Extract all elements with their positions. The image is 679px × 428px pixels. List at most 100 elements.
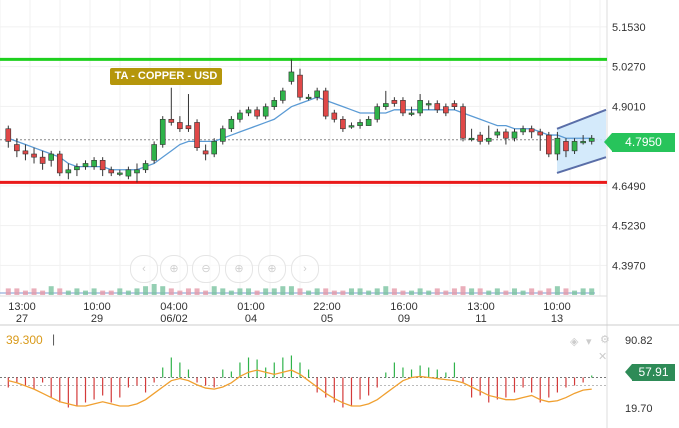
candle-body bbox=[168, 118, 175, 123]
price-tick-label: 4.5230 bbox=[612, 221, 646, 233]
candle-body bbox=[425, 103, 432, 106]
nav-next-button[interactable]: › bbox=[291, 255, 319, 283]
channel-lower-line bbox=[556, 156, 607, 174]
volume-bar bbox=[348, 288, 354, 295]
settings-icon[interactable]: ⚙ bbox=[600, 334, 610, 346]
close-icon[interactable]: ✕ bbox=[598, 351, 608, 363]
time-axis: 13:002710:002904:0006/0201:000422:000516… bbox=[8, 301, 571, 325]
candle-body bbox=[142, 163, 149, 171]
candle-body bbox=[460, 106, 466, 139]
nav-zoom-button-2[interactable]: ⊕ bbox=[225, 255, 253, 283]
volume-bar bbox=[168, 288, 174, 295]
volume-bar bbox=[14, 288, 20, 295]
volume-bar bbox=[297, 288, 303, 295]
volume-bar bbox=[65, 290, 71, 295]
instrument-badge: TA - COPPER - USD bbox=[110, 68, 222, 85]
date-tick-label: 04 bbox=[245, 313, 257, 325]
candles bbox=[5, 59, 595, 183]
candle-body bbox=[588, 137, 595, 142]
candle-body bbox=[99, 160, 106, 171]
volume-bar bbox=[314, 288, 320, 295]
moving-average-line bbox=[8, 96, 592, 171]
candle-body bbox=[228, 118, 235, 130]
volume-bar bbox=[228, 290, 234, 295]
volume-bar bbox=[263, 288, 269, 295]
time-tick-label: 04:00 bbox=[160, 301, 188, 313]
time-tick-label: 10:00 bbox=[543, 301, 571, 313]
volume-bar bbox=[572, 290, 578, 295]
candle-body bbox=[245, 109, 252, 114]
current-price-tag: 4.7950 bbox=[604, 133, 675, 152]
candle-body bbox=[477, 134, 483, 142]
candle-body bbox=[494, 131, 501, 136]
candle-body bbox=[503, 131, 509, 139]
volume-bar bbox=[134, 288, 140, 295]
volume-bar bbox=[391, 288, 397, 295]
date-tick-label: 06/02 bbox=[160, 313, 188, 325]
oscillator-current-tag: 57.91 bbox=[625, 364, 675, 381]
date-tick-label: 11 bbox=[475, 313, 486, 325]
volume-bar bbox=[331, 290, 337, 295]
volume-bars bbox=[0, 284, 595, 295]
time-tick-label: 10:00 bbox=[83, 301, 111, 313]
nav-zoom-out-button[interactable]: ⊖ bbox=[192, 255, 220, 283]
nav-zoom-in-button[interactable]: ⊕ bbox=[160, 255, 188, 283]
candle-body bbox=[219, 128, 226, 142]
collapse-icon[interactable]: ▾ bbox=[586, 336, 592, 348]
date-tick-label: 27 bbox=[16, 313, 28, 325]
time-tick-label: 01:00 bbox=[237, 301, 265, 313]
candle-body bbox=[322, 90, 329, 117]
volume-bar bbox=[237, 288, 243, 295]
volume-bar bbox=[254, 290, 260, 295]
volume-bar bbox=[537, 290, 543, 295]
candle-body bbox=[31, 153, 37, 158]
candle-body bbox=[408, 112, 415, 115]
candle-body bbox=[117, 172, 123, 175]
candle-body bbox=[65, 169, 72, 174]
volume-bar bbox=[211, 286, 217, 295]
candle-body bbox=[537, 131, 544, 136]
volume-bar bbox=[417, 288, 423, 295]
candle-body bbox=[159, 118, 166, 145]
eye-icon[interactable]: ◈ bbox=[570, 336, 579, 348]
volume-bar bbox=[357, 288, 363, 295]
price-tick-label: 4.9010 bbox=[612, 101, 646, 113]
volume-bar bbox=[443, 290, 449, 295]
candle-body bbox=[374, 106, 381, 120]
volume-bar bbox=[426, 290, 432, 295]
candle-body bbox=[580, 141, 586, 144]
candle-body bbox=[134, 169, 140, 174]
price-tick-label: 4.6490 bbox=[612, 181, 646, 193]
volume-bar bbox=[546, 288, 552, 295]
candle-body bbox=[314, 90, 320, 98]
candle-body bbox=[485, 137, 492, 142]
volume-bar bbox=[469, 288, 475, 295]
nav-zoom-button-3[interactable]: ⊕ bbox=[258, 255, 286, 283]
candle-body bbox=[125, 169, 132, 177]
candle-body bbox=[177, 122, 183, 130]
candle-body bbox=[520, 128, 526, 133]
moving-average bbox=[8, 96, 592, 171]
volume-bar bbox=[143, 286, 149, 295]
candle-body bbox=[443, 106, 449, 114]
nav-prev-button[interactable]: ‹ bbox=[130, 255, 158, 283]
candle-body bbox=[91, 160, 97, 167]
time-tick-label: 13:00 bbox=[8, 301, 36, 313]
candle-body bbox=[271, 100, 278, 107]
candle-body bbox=[48, 153, 54, 161]
volume-bar bbox=[246, 288, 252, 295]
volume-bar bbox=[185, 288, 191, 295]
volume-bar bbox=[177, 290, 183, 295]
volume-bar bbox=[383, 286, 389, 295]
volume-bar bbox=[57, 288, 63, 295]
candle-body bbox=[528, 128, 535, 133]
candle-body bbox=[468, 137, 475, 141]
volume-bar bbox=[5, 288, 11, 295]
volume-bar bbox=[366, 290, 372, 295]
volume-bar bbox=[400, 290, 406, 295]
volume-bar bbox=[288, 286, 294, 295]
candle-body bbox=[340, 118, 346, 130]
volume-bar bbox=[31, 288, 37, 295]
